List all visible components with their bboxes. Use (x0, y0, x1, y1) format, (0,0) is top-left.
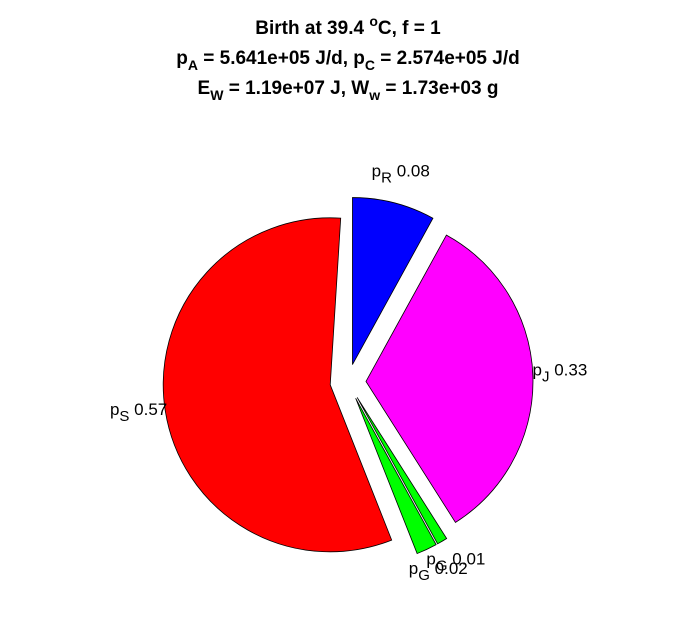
chart-title: Birth at 39.4 oC, f = 1 (255, 13, 441, 39)
title-part: Birth at 39.4 (255, 18, 369, 39)
pie-slice (356, 397, 448, 545)
label-name: p (532, 360, 541, 379)
title-part: C (365, 57, 375, 73)
label-value: 0.33 (554, 360, 587, 379)
title-part: W (210, 87, 224, 103)
label-value: 0.08 (397, 162, 430, 181)
slice-label: pS 0.57 (110, 400, 167, 425)
title-part: C, f = 1 (378, 18, 441, 39)
title-part: p (176, 48, 188, 69)
title-part: = 1.19e+07 J, W (223, 78, 369, 99)
title-part: o (369, 13, 378, 29)
label-value: 0.57 (134, 400, 167, 419)
label-sub: G (436, 557, 448, 574)
label-sub: R (381, 170, 392, 187)
label-name: p (110, 400, 119, 419)
label-name: p (372, 162, 381, 181)
pie-slice (365, 234, 534, 523)
title-part: = 2.574e+05 J/d (375, 48, 520, 69)
pie-slice (352, 197, 434, 365)
slice-label: pG 0.01 (426, 549, 485, 574)
chart-title: EW = 1.19e+07 J, Ww = 1.73e+03 g (198, 78, 499, 103)
label-sub: S (119, 408, 129, 425)
title-part: E (198, 78, 211, 99)
chart-title: pA = 5.641e+05 J/d, pC = 2.574e+05 J/d (176, 48, 519, 73)
slice-label: pR 0.08 (372, 162, 430, 187)
label-sub: G (418, 567, 430, 584)
title-part: = 1.73e+03 g (380, 78, 498, 99)
label-name: p (409, 559, 418, 578)
pie-slice (355, 398, 437, 555)
slice-label: pG 0.02 (409, 559, 468, 584)
slice-label: pJ 0.33 (532, 360, 587, 385)
label-value: 0.01 (452, 549, 485, 568)
label-name: p (426, 549, 435, 568)
label-sub: J (542, 368, 550, 385)
title-part: A (188, 57, 198, 73)
label-value: 0.02 (435, 559, 468, 578)
title-part: w (368, 87, 380, 103)
pie-slice (162, 217, 393, 553)
title-part: = 5.641e+05 J/d, p (198, 48, 365, 69)
